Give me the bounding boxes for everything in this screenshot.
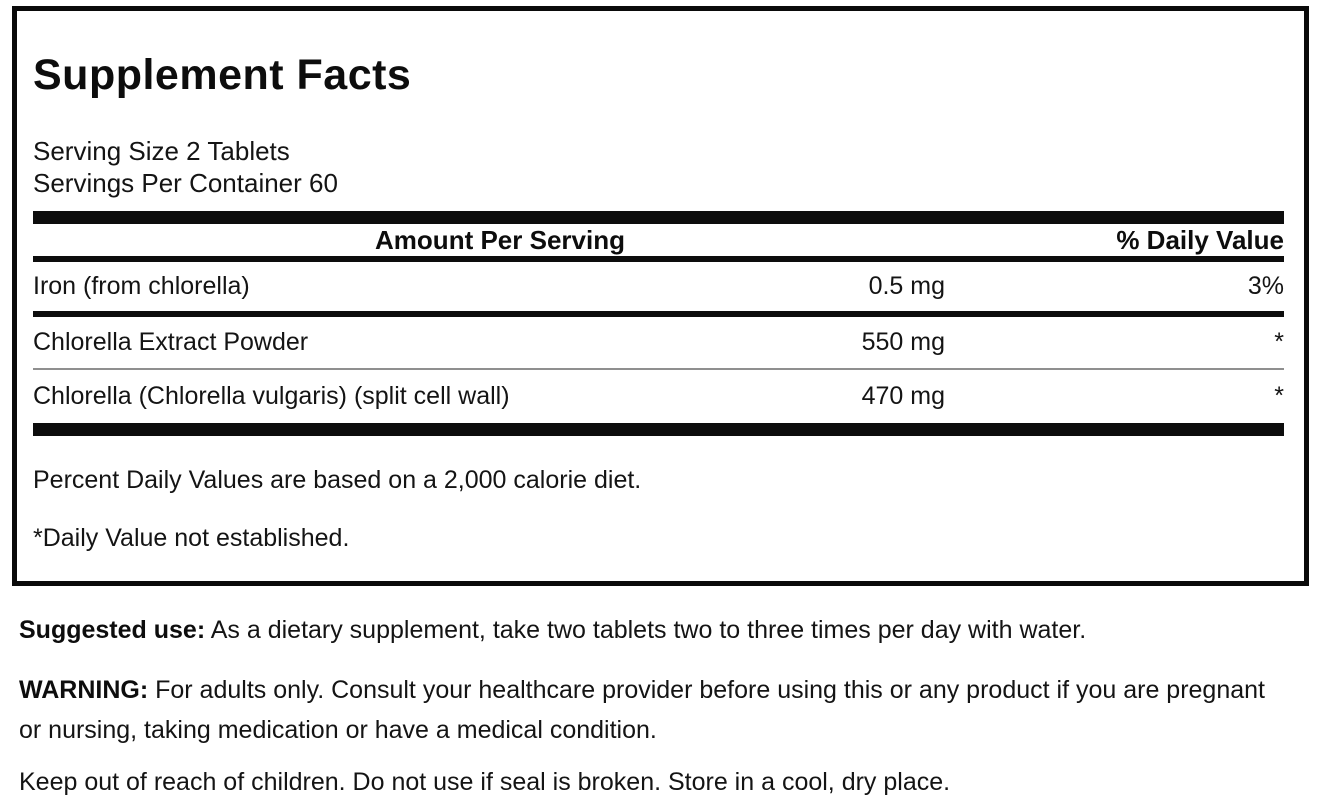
daily-value-header: % Daily Value xyxy=(1116,225,1284,255)
table-row: Iron (from chlorella) 0.5 mg 3% xyxy=(33,262,1284,311)
suggested-use-text: As a dietary supplement, take two tablet… xyxy=(210,616,1087,644)
footnote-not-established: *Daily Value not established. xyxy=(33,524,350,552)
table-row: Chlorella Extract Powder 550 mg * xyxy=(33,317,1284,368)
divider-row-thin xyxy=(33,368,1284,370)
serving-size-line: Serving Size 2 Tablets xyxy=(33,136,290,166)
warning-text: For adults only. Consult your healthcare… xyxy=(19,676,1265,744)
ingredient-name: Chlorella Extract Powder xyxy=(33,328,309,356)
ingredient-name: Chlorella (Chlorella vulgaris) (split ce… xyxy=(33,382,510,410)
ingredient-amount: 470 mg xyxy=(861,382,945,410)
divider-header-underline xyxy=(33,256,1284,262)
footnote-daily-values: Percent Daily Values are based on a 2,00… xyxy=(33,466,642,494)
ingredient-name: Iron (from chlorella) xyxy=(33,272,250,300)
divider-thick-bottom xyxy=(33,423,1284,436)
storage-paragraph: Keep out of reach of children. Do not us… xyxy=(19,768,951,796)
servings-per-container-line: Servings Per Container 60 xyxy=(33,168,338,198)
supplement-facts-panel: Supplement Facts Serving Size 2 Tablets … xyxy=(12,6,1309,586)
divider-row xyxy=(33,311,1284,317)
warning-paragraph: WARNING: For adults only. Consult your h… xyxy=(19,670,1281,750)
table-header-row: Amount Per Serving % Daily Value xyxy=(33,224,1284,256)
suggested-use-paragraph: Suggested use: As a dietary supplement, … xyxy=(19,610,1281,650)
ingredient-daily-value: * xyxy=(1274,328,1284,356)
table-row: Chlorella (Chlorella vulgaris) (split ce… xyxy=(33,370,1284,423)
divider-thick-top xyxy=(33,211,1284,224)
ingredient-amount: 550 mg xyxy=(861,328,945,356)
warning-label: WARNING: xyxy=(19,676,149,704)
ingredient-daily-value: * xyxy=(1274,382,1284,410)
ingredient-amount: 0.5 mg xyxy=(868,272,945,300)
amount-per-serving-header: Amount Per Serving xyxy=(375,225,625,255)
directions-section: Suggested use: As a dietary supplement, … xyxy=(19,592,1281,800)
ingredient-daily-value: 3% xyxy=(1247,272,1284,300)
suggested-use-label: Suggested use: xyxy=(19,616,206,644)
panel-title: Supplement Facts xyxy=(33,51,412,99)
